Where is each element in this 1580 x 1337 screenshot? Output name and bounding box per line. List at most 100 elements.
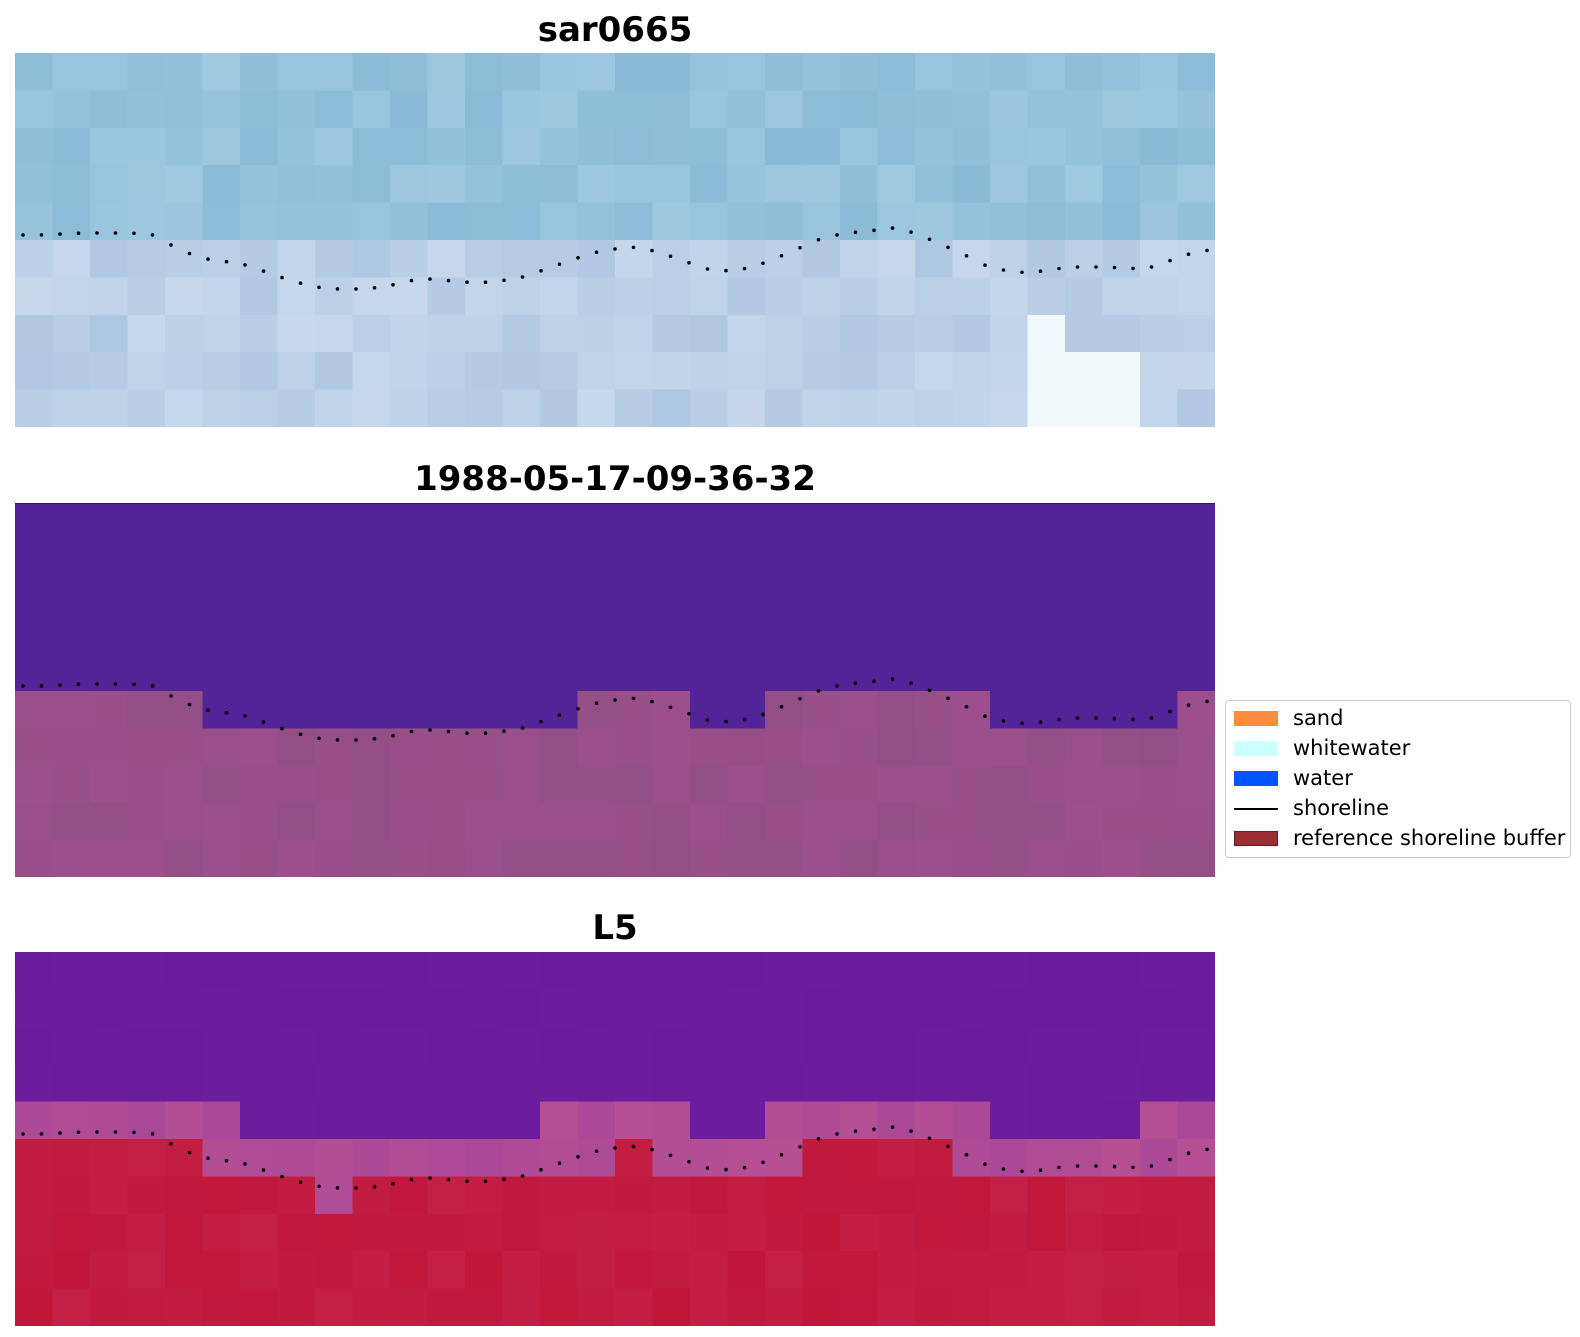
- shoreline-point: [39, 684, 44, 688]
- shoreline-point: [206, 1156, 210, 1160]
- legend-item-buffer: reference shoreline buffer: [1226, 823, 1570, 853]
- shoreline-point: [465, 280, 469, 284]
- shoreline-point: [280, 726, 284, 731]
- shoreline-point: [1038, 1168, 1043, 1172]
- shoreline-point: [187, 1150, 192, 1155]
- shoreline-point: [224, 259, 229, 264]
- shoreline-point: [687, 1159, 691, 1164]
- shoreline-point: [927, 237, 932, 242]
- shoreline-point: [354, 738, 358, 742]
- shoreline-point: [1094, 1164, 1098, 1168]
- shoreline-point: [576, 256, 580, 260]
- shoreline-point: [631, 245, 636, 250]
- shoreline-point: [668, 254, 673, 258]
- shoreline-point: [95, 1130, 99, 1134]
- shoreline-point: [483, 731, 488, 735]
- shoreline-point: [779, 1153, 784, 1157]
- shoreline-point: [946, 1144, 950, 1149]
- shoreline-point: [428, 1176, 432, 1180]
- shoreline-point: [206, 257, 210, 261]
- legend-item-sand: sand: [1226, 703, 1570, 733]
- shoreline-point: [853, 230, 858, 234]
- shoreline-point: [243, 714, 247, 718]
- shoreline-point: [798, 246, 802, 250]
- shoreline-point: [779, 705, 784, 709]
- shoreline-point: [502, 278, 506, 282]
- shoreline-overlay: [21, 226, 1209, 291]
- legend-item-whitewater: whitewater: [1226, 733, 1570, 763]
- shoreline-point: [1149, 716, 1154, 720]
- shoreline-point: [816, 1137, 821, 1141]
- shoreline-point: [742, 1165, 747, 1170]
- shoreline-point: [1168, 709, 1172, 714]
- shoreline-point: [761, 712, 765, 717]
- shoreline-point: [1168, 258, 1172, 263]
- shoreline-point: [261, 269, 266, 273]
- shoreline-point: [409, 278, 414, 283]
- shoreline-point: [983, 714, 987, 718]
- index-image: [15, 952, 1215, 1326]
- shoreline-point: [243, 263, 247, 267]
- shoreline-point: [1020, 721, 1024, 726]
- shoreline-point: [631, 696, 636, 701]
- shoreline-overlay: [21, 677, 1209, 742]
- index-image-panel: [15, 952, 1215, 1326]
- shoreline-point: [1186, 1151, 1191, 1155]
- shoreline-point: [261, 1168, 266, 1172]
- legend-label: whitewater: [1293, 736, 1411, 760]
- sand-swatch: [1234, 711, 1278, 726]
- shoreline-point: [1168, 1157, 1172, 1162]
- shoreline-point: [890, 1125, 895, 1129]
- shoreline-point: [1186, 703, 1191, 707]
- shoreline-point: [372, 737, 377, 741]
- shoreline-point: [853, 681, 858, 685]
- shoreline-point: [206, 708, 210, 712]
- shoreline-point: [1094, 265, 1098, 269]
- shoreline-point: [1001, 1167, 1006, 1171]
- shoreline-point: [520, 726, 525, 730]
- shoreline-point: [39, 1132, 44, 1136]
- shoreline-point: [76, 231, 81, 235]
- shoreline-point: [853, 1129, 858, 1133]
- shoreline-point: [169, 1142, 173, 1146]
- shoreline-point: [58, 1131, 62, 1135]
- shoreline-point: [835, 1132, 839, 1136]
- shoreline-point: [21, 684, 25, 688]
- shoreline-point: [1186, 252, 1191, 256]
- shoreline-point: [557, 262, 562, 266]
- shoreline-point: [983, 263, 987, 267]
- shoreline-point: [539, 268, 543, 273]
- shoreline-point: [465, 1179, 469, 1183]
- shoreline-point: [354, 1186, 358, 1190]
- shoreline-point: [335, 1186, 340, 1190]
- shoreline-point: [58, 683, 62, 687]
- shoreline-point: [872, 228, 876, 233]
- shoreline-point: [354, 287, 358, 291]
- shoreline-point: [76, 682, 81, 686]
- shoreline-point: [724, 719, 728, 724]
- shoreline-point: [150, 684, 155, 688]
- shoreline-point: [872, 679, 876, 684]
- shoreline-point: [1149, 1164, 1154, 1168]
- shoreline-point: [557, 713, 562, 717]
- shoreline-point: [95, 682, 99, 686]
- shoreline-point: [409, 729, 414, 734]
- shoreline-point: [557, 1161, 562, 1165]
- shoreline-point: [909, 681, 913, 685]
- shoreline-point: [76, 1130, 81, 1134]
- shoreline-point: [1057, 1165, 1061, 1170]
- shoreline-point: [446, 729, 451, 734]
- shoreline-point: [946, 245, 950, 250]
- shoreline-point: [132, 1130, 136, 1135]
- legend-item-shoreline: shoreline: [1226, 793, 1570, 823]
- shoreline-point: [890, 677, 895, 681]
- shoreline-point: [705, 718, 710, 722]
- shoreline-point: [1038, 269, 1043, 273]
- shoreline-point: [224, 710, 229, 715]
- shoreline-point: [335, 287, 340, 291]
- shoreline-point: [1075, 265, 1080, 269]
- classified-image-panel: [15, 503, 1215, 877]
- shoreline-point: [483, 1179, 488, 1183]
- shoreline-point: [1038, 720, 1043, 724]
- shoreline-point: [539, 719, 543, 724]
